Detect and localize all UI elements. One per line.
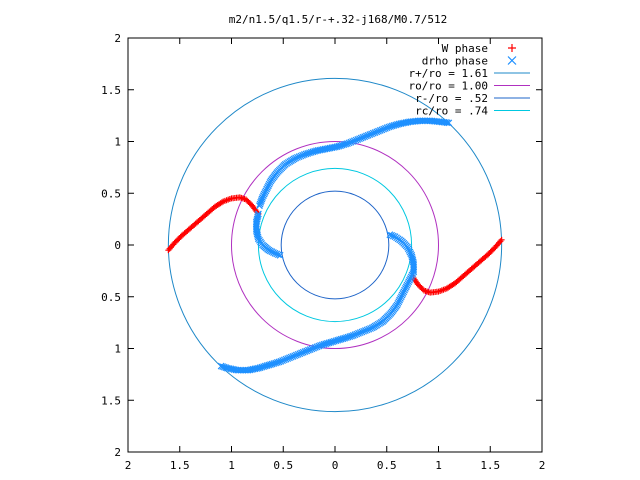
legend-swatch xyxy=(507,56,517,65)
w-phase-point xyxy=(445,284,452,291)
drho-phase-point xyxy=(443,119,451,127)
y-tick-label: 0.5 xyxy=(101,187,121,200)
legend-label: W phase xyxy=(442,42,488,55)
x-tick-label: 0.5 xyxy=(377,459,397,472)
drho-phase-point xyxy=(274,251,282,259)
legend-label: ro/ro = 1.00 xyxy=(409,80,488,93)
chart-title: m2/n1.5/q1.5/r-+.32-j168/M0.7/512 xyxy=(229,13,448,26)
x-tick-label: 0.5 xyxy=(273,459,293,472)
drho-phase-point xyxy=(445,119,453,127)
y-tick-label: 1.5 xyxy=(101,84,121,97)
drho-phase-point xyxy=(217,362,225,370)
drho-phase-point xyxy=(276,251,284,259)
x-tick-label: 0 xyxy=(332,459,339,472)
w-phase-point xyxy=(218,199,225,206)
x-tick-label: 2 xyxy=(539,459,546,472)
y-tick-label: 1 xyxy=(114,343,121,356)
x-tick-label: 1.5 xyxy=(480,459,500,472)
y-tick-label: 1.5 xyxy=(101,394,121,407)
axis-ticks: 2 1.5 1 0.5 0 0.5 1 1.5 221.510.500.511.52 xyxy=(101,32,545,472)
legend-label: drho phase xyxy=(422,55,488,68)
y-tick-label: 0 xyxy=(114,239,121,252)
x-tick-label: 1 xyxy=(435,459,442,472)
y-tick-label: 2 xyxy=(114,32,121,45)
circle-ro-ro-1-00 xyxy=(231,141,439,349)
y-tick-label: 2 xyxy=(114,446,121,459)
circle-rc-ro-74 xyxy=(257,167,413,323)
circle-r-ro-52 xyxy=(280,190,390,300)
x-tick-label: 1 xyxy=(228,459,235,472)
x-tick-label: 2 xyxy=(125,459,132,472)
reference-circles xyxy=(167,77,503,413)
y-tick-label: 1 xyxy=(114,136,121,149)
legend-label: r-/ro = .52 xyxy=(415,92,488,105)
drho-phase-point xyxy=(219,363,227,371)
legend-swatch xyxy=(508,44,516,52)
legend-label: r+/ro = 1.61 xyxy=(409,67,488,80)
data-markers xyxy=(165,117,505,374)
drho-phase-point xyxy=(389,232,397,240)
circle-r-ro-1-61 xyxy=(167,77,503,413)
legend-label: rc/ro = .74 xyxy=(415,105,488,118)
y-tick-label: 0.5 xyxy=(101,291,121,304)
x-tick-label: 1.5 xyxy=(170,459,190,472)
